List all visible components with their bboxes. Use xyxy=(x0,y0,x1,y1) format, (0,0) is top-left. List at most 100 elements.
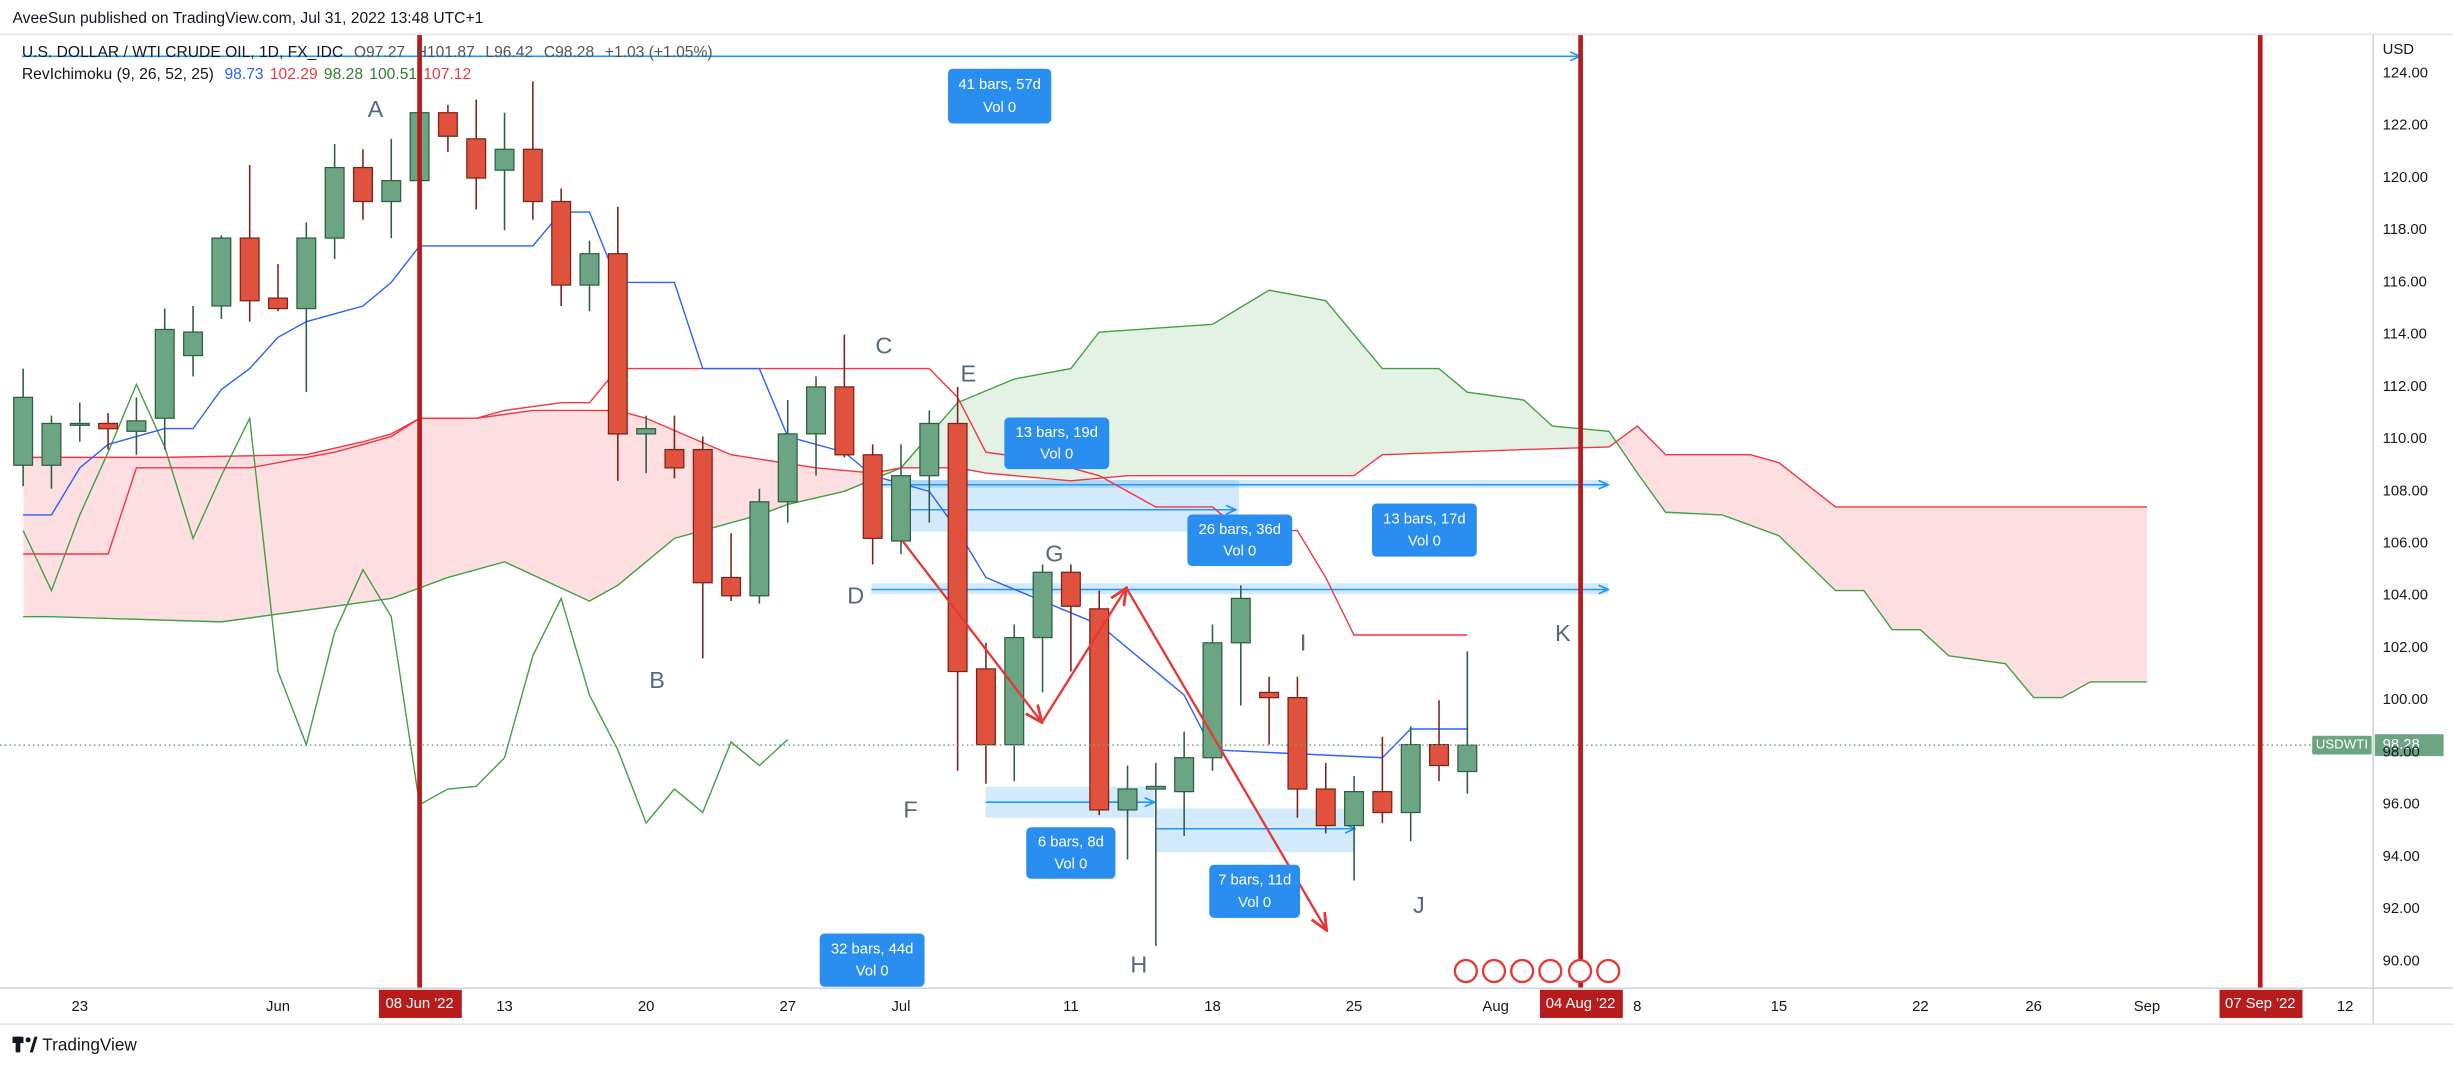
candle-body xyxy=(1259,691,1280,699)
y-tick-label: 96.00 xyxy=(2383,797,2420,813)
candle-body xyxy=(437,112,458,137)
measure-volume: Vol 0 xyxy=(1223,544,1256,560)
y-tick-label: 114.00 xyxy=(2383,327,2427,343)
candle-body xyxy=(126,420,147,432)
candle-body xyxy=(154,328,175,419)
x-tick-label: 20 xyxy=(638,999,655,1015)
x-tick-label: 11 xyxy=(1063,999,1078,1015)
candle-body xyxy=(1457,744,1478,773)
x-tick-label: Jul xyxy=(891,999,910,1015)
candle-body xyxy=(41,422,62,466)
point-label: G xyxy=(1045,540,1063,566)
candle-body xyxy=(749,501,770,597)
y-tick-label: 118.00 xyxy=(2383,222,2427,238)
measure-volume: Vol 0 xyxy=(1238,895,1271,911)
trend-arrow xyxy=(1040,588,1126,724)
x-tick-label: Sep xyxy=(2134,999,2160,1015)
candle-body xyxy=(494,148,515,171)
candle-body xyxy=(1117,788,1138,811)
candle-body xyxy=(381,179,402,203)
candle-body xyxy=(267,297,289,310)
y-tick-label: 100.00 xyxy=(2383,692,2428,708)
indicator-value: 98.28 xyxy=(324,66,363,83)
measure-box xyxy=(1371,503,1477,557)
date-marker-tag xyxy=(1539,989,1623,1018)
x-tick-label: 13 xyxy=(496,999,513,1015)
y-tick-label: 122.00 xyxy=(2383,118,2428,134)
candle-body xyxy=(296,237,317,310)
x-tick-label: 23 xyxy=(72,999,89,1015)
measure-box xyxy=(1026,827,1116,879)
measure-box xyxy=(819,933,925,987)
candle-body xyxy=(1400,744,1421,814)
published-line: AveeSun published on TradingView.com, Ju… xyxy=(13,10,484,27)
symbol: U.S. DOLLAR / WTI CRUDE OIL, 1D, FX_IDC xyxy=(22,44,343,61)
x-tick-label: 12 xyxy=(2337,999,2354,1015)
date-marker-tag xyxy=(378,989,462,1018)
candle-body xyxy=(806,386,827,435)
trend-arrow xyxy=(901,540,1042,722)
candles xyxy=(13,60,1478,946)
candle-body xyxy=(1344,791,1365,827)
event-icon[interactable] xyxy=(1538,958,1563,984)
event-icon[interactable] xyxy=(1453,958,1478,984)
point-label: E xyxy=(961,360,977,386)
candle-body xyxy=(324,166,345,239)
footer-logo: TradingView xyxy=(12,1035,137,1055)
x-tick-label: 8 xyxy=(1633,999,1641,1015)
candle-body xyxy=(1202,642,1223,759)
point-label: D xyxy=(847,583,864,609)
date-marker-label: 04 Aug '22 xyxy=(1546,996,1616,1012)
candle-body xyxy=(834,386,855,456)
indicator-value: 107.12 xyxy=(423,66,471,83)
event-icon[interactable] xyxy=(1596,958,1621,984)
measure-volume: Vol 0 xyxy=(1408,534,1441,550)
event-icon[interactable] xyxy=(1481,958,1507,984)
y-tick-label: 94.00 xyxy=(2383,849,2420,865)
candle-body xyxy=(664,448,685,469)
point-label: J xyxy=(1413,892,1425,918)
measure-box xyxy=(948,68,1052,124)
indicator-value: 100.51 xyxy=(369,66,417,83)
measure-range: 13 bars, 17d xyxy=(1383,511,1466,527)
candle-body xyxy=(1089,608,1110,811)
symbol-tag-text: USDWTI xyxy=(2316,737,2368,752)
date-marker-label: 07 Sep '22 xyxy=(2225,996,2296,1012)
event-icons xyxy=(1453,958,1621,984)
candle-body xyxy=(579,253,600,286)
measure-volume: Vol 0 xyxy=(1040,447,1073,463)
measure-range: 41 bars, 57d xyxy=(958,77,1041,93)
candle-body xyxy=(551,200,572,286)
logo xyxy=(15,1036,21,1053)
candle-body xyxy=(919,422,940,477)
overlay: USDWTI 98.28 A B C D E F G H I J K 41 bars, 57d Vol 0 1… xyxy=(0,34,2444,989)
x-tick-label: Jun xyxy=(266,999,290,1015)
ohlc: H101.87 xyxy=(416,44,475,61)
candle-body xyxy=(239,237,260,302)
candle-body xyxy=(1230,597,1251,644)
measure-range: 32 bars, 44d xyxy=(831,941,914,957)
candle-body xyxy=(890,475,911,542)
y-tick-label: 106.00 xyxy=(2383,535,2428,551)
event-icon[interactable] xyxy=(1567,958,1593,984)
symbol-legend: U.S. DOLLAR / WTI CRUDE OIL, 1D, FX_IDC … xyxy=(22,44,713,61)
candle-body xyxy=(1287,697,1308,790)
candle-body xyxy=(1060,571,1081,607)
y-tick-label: 124.00 xyxy=(2383,65,2428,81)
x-tick-label: 15 xyxy=(1771,999,1788,1015)
candle-body xyxy=(522,148,543,203)
y-tick-label: 102.00 xyxy=(2383,640,2428,656)
candle-body xyxy=(352,166,373,203)
x-tick-label: 27 xyxy=(779,999,796,1015)
line-lagging xyxy=(22,382,789,825)
y-tick-label: 90.00 xyxy=(2383,953,2420,969)
measure-volume: Vol 0 xyxy=(856,964,889,980)
candle-body xyxy=(69,422,90,426)
candle-body xyxy=(13,396,34,466)
logo xyxy=(25,1037,31,1043)
candle-body xyxy=(1145,785,1166,790)
x-tick-label: 25 xyxy=(1346,999,1363,1015)
y-tick-label: 112.00 xyxy=(2383,379,2427,395)
event-icon[interactable] xyxy=(1510,958,1535,984)
